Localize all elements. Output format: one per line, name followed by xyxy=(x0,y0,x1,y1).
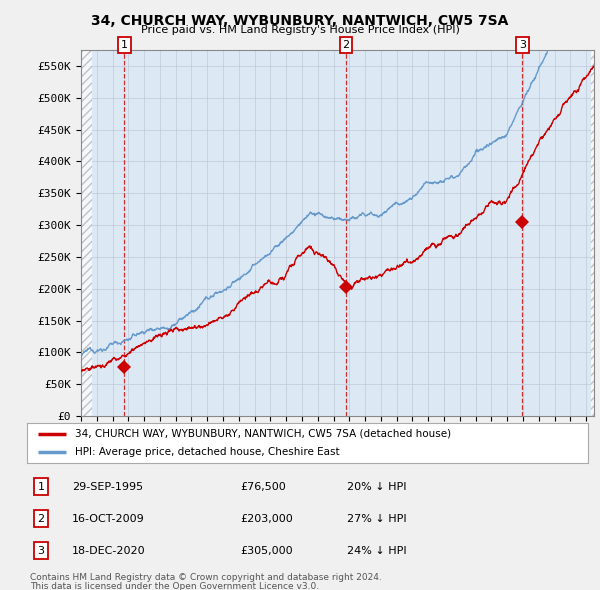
Text: 24% ↓ HPI: 24% ↓ HPI xyxy=(347,546,406,556)
Text: 3: 3 xyxy=(519,40,526,50)
Text: 18-DEC-2020: 18-DEC-2020 xyxy=(72,546,146,556)
Text: £305,000: £305,000 xyxy=(240,546,293,556)
Text: 16-OCT-2009: 16-OCT-2009 xyxy=(72,514,145,523)
Text: 3: 3 xyxy=(38,546,44,556)
Text: £76,500: £76,500 xyxy=(240,481,286,491)
Text: 2: 2 xyxy=(37,514,44,523)
Text: 2: 2 xyxy=(343,40,350,50)
Text: 34, CHURCH WAY, WYBUNBURY, NANTWICH, CW5 7SA (detached house): 34, CHURCH WAY, WYBUNBURY, NANTWICH, CW5… xyxy=(74,429,451,439)
Text: 1: 1 xyxy=(38,481,44,491)
Text: 29-SEP-1995: 29-SEP-1995 xyxy=(72,481,143,491)
Bar xyxy=(591,50,594,416)
Text: 27% ↓ HPI: 27% ↓ HPI xyxy=(347,514,406,523)
Text: This data is licensed under the Open Government Licence v3.0.: This data is licensed under the Open Gov… xyxy=(30,582,319,590)
Text: Contains HM Land Registry data © Crown copyright and database right 2024.: Contains HM Land Registry data © Crown c… xyxy=(30,573,382,582)
Bar xyxy=(81,50,92,416)
Text: £203,000: £203,000 xyxy=(240,514,293,523)
Text: 20% ↓ HPI: 20% ↓ HPI xyxy=(347,481,406,491)
Text: 34, CHURCH WAY, WYBUNBURY, NANTWICH, CW5 7SA: 34, CHURCH WAY, WYBUNBURY, NANTWICH, CW5… xyxy=(91,14,509,28)
Text: HPI: Average price, detached house, Cheshire East: HPI: Average price, detached house, Ches… xyxy=(74,447,340,457)
Text: Price paid vs. HM Land Registry's House Price Index (HPI): Price paid vs. HM Land Registry's House … xyxy=(140,25,460,35)
Text: 1: 1 xyxy=(121,40,128,50)
